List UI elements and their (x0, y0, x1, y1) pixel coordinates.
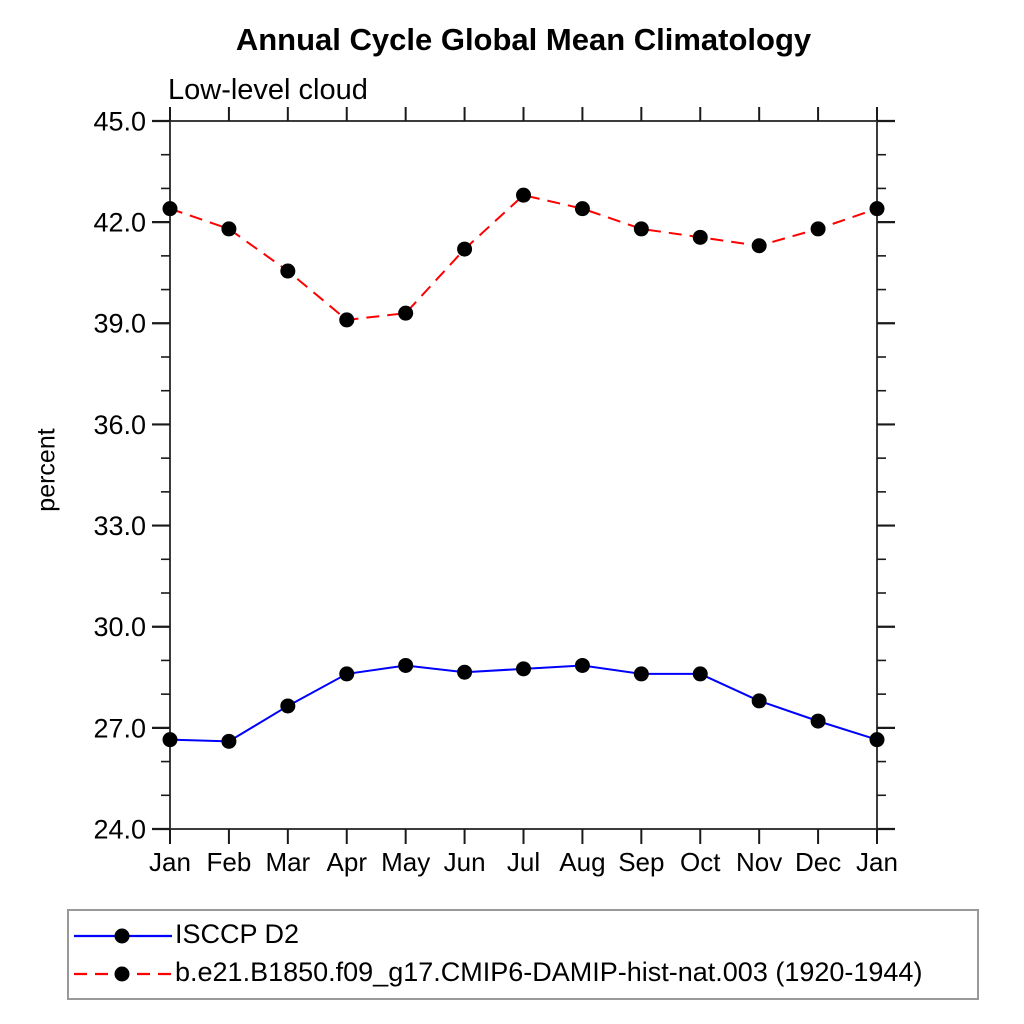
legend-entry-isccp: ISCCP D2 (69, 919, 977, 949)
y-tick-label: 27.0 (93, 713, 146, 743)
x-tick-label: Jan (149, 847, 191, 877)
x-tick-label: Aug (559, 847, 605, 877)
x-tick-label: Jun (444, 847, 486, 877)
legend-box: ISCCP D2 b.e21.B1850.f09_g17.CMIP6-DAMIP… (67, 909, 979, 1000)
data-point-marker (751, 238, 767, 254)
data-point-marker (516, 187, 531, 203)
data-point-marker (810, 221, 826, 237)
chart-title: Annual Cycle Global Mean Climatology (235, 22, 812, 57)
data-point-marker (457, 664, 473, 680)
data-point-marker (221, 733, 237, 749)
data-point-marker (574, 201, 590, 217)
data-point-marker (574, 657, 590, 673)
data-point-marker (751, 693, 767, 709)
x-tick-label: Jan (856, 847, 898, 877)
data-point-marker (516, 661, 531, 677)
data-point-marker (221, 221, 237, 237)
data-point-marker (398, 305, 414, 321)
plot-frame (169, 120, 878, 830)
data-point-marker (810, 713, 826, 729)
y-tick-label: 39.0 (93, 309, 146, 339)
x-tick-label: Jul (507, 847, 540, 877)
y-tick-label: 24.0 (93, 814, 146, 844)
data-point-marker (398, 657, 414, 673)
y-tick-label: 36.0 (93, 410, 146, 440)
series-line-0 (169, 664, 878, 743)
x-tick-label: Mar (265, 847, 310, 877)
data-point-marker (162, 201, 178, 217)
data-point-marker (633, 221, 649, 237)
data-point-marker (633, 666, 649, 682)
series-line-1 (169, 194, 878, 321)
y-tick-label: 33.0 (93, 511, 146, 541)
data-point-marker (280, 698, 296, 714)
x-tick-label: Sep (618, 847, 664, 877)
legend-label-model: b.e21.B1850.f09_g17.CMIP6-DAMIP-hist-nat… (175, 957, 923, 987)
data-point-marker (162, 732, 178, 748)
data-point-marker (692, 229, 708, 245)
y-tick-label: 45.0 (93, 106, 146, 136)
y-tick-label: 30.0 (93, 612, 146, 642)
x-tick-label: Oct (680, 847, 721, 877)
x-tick-label: May (381, 847, 430, 877)
data-point-marker (280, 263, 296, 279)
data-point-marker (869, 732, 885, 748)
data-point-marker (339, 312, 355, 328)
data-point-marker (339, 666, 355, 682)
legend-label-isccp: ISCCP D2 (175, 919, 300, 949)
data-point-marker (457, 241, 473, 257)
data-point-marker (692, 666, 708, 682)
x-tick-label: Feb (207, 847, 252, 877)
chart-subtitle: Low-level cloud (168, 74, 368, 106)
x-tick-label: Dec (795, 847, 841, 877)
data-point-marker (869, 201, 885, 217)
legend-marker-icon (114, 928, 130, 943)
y-tick-label: 42.0 (93, 208, 146, 238)
legend-marker-icon (114, 966, 130, 981)
legend-entry-model: b.e21.B1850.f09_g17.CMIP6-DAMIP-hist-nat… (69, 957, 977, 987)
x-tick-label: Apr (327, 847, 368, 877)
x-tick-label: Nov (736, 847, 782, 877)
legend-line-sample-solid (74, 928, 172, 943)
legend-line-sample-dashed (74, 966, 172, 981)
